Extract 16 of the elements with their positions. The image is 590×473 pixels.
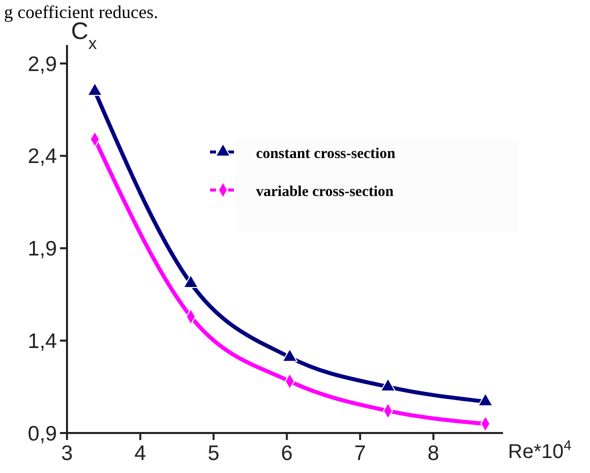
x-tick-label: 6: [280, 442, 293, 465]
point: [87, 82, 103, 96]
y-tick-label: 1,4: [28, 330, 58, 353]
y-tick-label: 2,9: [28, 52, 57, 76]
x-tick-label: 8: [428, 442, 440, 465]
legend-label: constant cross-section: [256, 146, 396, 162]
x-tick-label: 3: [61, 442, 73, 465]
x-tick-label: 4: [134, 442, 146, 465]
x-tick-label: 5: [208, 442, 220, 465]
y-tick-label: 2,4: [28, 145, 58, 168]
legend-label: variable cross-section: [256, 184, 394, 200]
x-tick-label: 7: [354, 442, 366, 465]
y-tick-label: 0,9: [28, 422, 57, 446]
x-axis-title: Re*10$^{4}$: [508, 437, 572, 463]
point: [183, 274, 199, 288]
y-tick-label: 1,9: [28, 238, 57, 261]
